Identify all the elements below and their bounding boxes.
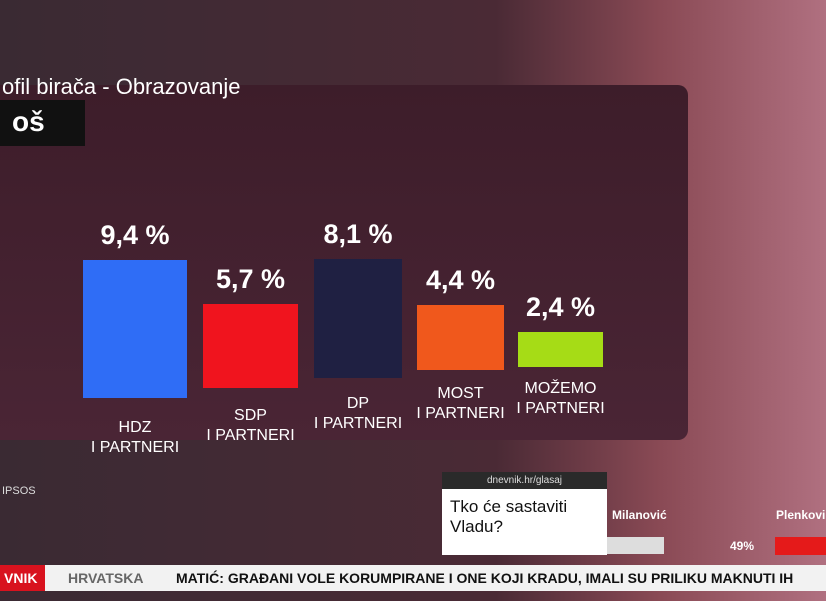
poll-question: Tko će sastaviti Vladu? — [442, 489, 607, 555]
candidate-name: Plenkovi — [776, 508, 826, 522]
candidate-bar — [607, 537, 664, 554]
poll-value: 49% — [730, 539, 755, 553]
value-label: 9,4 % — [100, 219, 170, 250]
value-label: 2,4 % — [525, 291, 596, 322]
value-label: 8,1 % — [323, 218, 393, 249]
ticker-section: HRVATSKA — [68, 570, 144, 586]
bar — [518, 331, 603, 367]
value-label: 5,7 % — [215, 264, 286, 295]
category-label: HDZ I PARTNERI — [90, 419, 180, 456]
category-label: DP I PARTNERI — [313, 395, 403, 432]
value-label: 4,4 % — [425, 265, 496, 296]
poll-url: dnevnik.hr/glasaj — [442, 472, 607, 489]
ticker-channel: VNIK — [0, 565, 45, 591]
bar — [417, 305, 504, 370]
poll-bar — [775, 537, 826, 555]
category-label: MOŽEMO I PARTNERI — [516, 380, 605, 417]
chart-subtitle: oš — [0, 100, 85, 146]
ticker-bar — [0, 565, 826, 591]
bar — [203, 304, 298, 388]
chart-title: ofil birača - Obrazovanje — [2, 74, 241, 99]
category-label: MOST I PARTNERI — [416, 385, 505, 422]
category-label: SDP I PARTNERI — [206, 407, 295, 444]
ticker-headline: MATIĆ: GRAĐANI VOLE KORUMPIRANE I ONE KO… — [176, 570, 794, 586]
source: IPSOS — [2, 485, 36, 497]
bar — [314, 258, 402, 378]
bar — [83, 259, 187, 398]
candidate-name: Milanović — [612, 508, 667, 522]
